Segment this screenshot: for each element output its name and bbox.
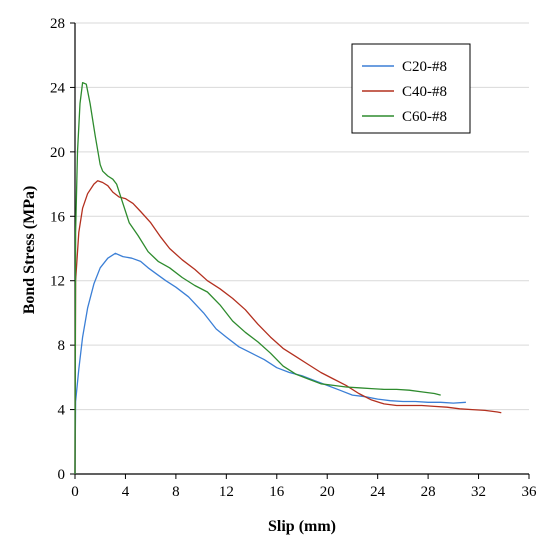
y-axis-title: Bond Stress (MPa) xyxy=(21,186,38,315)
series-line-2 xyxy=(74,180,502,475)
y-tick-label: 20 xyxy=(50,145,65,161)
y-tick-label: 8 xyxy=(58,338,66,354)
y-tick-label: 16 xyxy=(50,209,66,225)
y-tick-label: 28 xyxy=(50,16,65,32)
x-tick-label: 8 xyxy=(172,484,180,500)
series-lines xyxy=(74,81,502,475)
grid-lines xyxy=(75,22,529,411)
legend-label-2: C40-#8 xyxy=(402,84,447,100)
legend-box xyxy=(351,43,471,134)
legend: C20-#8 C40-#8 C60-#8 xyxy=(351,43,471,134)
x-tick-label: 36 xyxy=(522,484,538,500)
x-tick-label: 16 xyxy=(269,484,285,500)
y-tick-label: 12 xyxy=(50,274,65,290)
x-tick-label: 28 xyxy=(421,484,436,500)
x-axis-title: Slip (mm) xyxy=(268,518,336,535)
series-line-3 xyxy=(74,81,441,475)
x-tick-label: 4 xyxy=(122,484,130,500)
legend-label-1: C20-#8 xyxy=(402,59,447,75)
series-line-1 xyxy=(74,252,466,475)
x-tick-label: 24 xyxy=(370,484,386,500)
x-tick-label: 32 xyxy=(471,484,486,500)
y-tick-label: 24 xyxy=(50,80,66,96)
x-tick-label: 12 xyxy=(219,484,234,500)
x-tick-label: 20 xyxy=(320,484,335,500)
y-tick-label: 4 xyxy=(58,403,66,419)
tick-labels: 0 4 8 12 16 20 24 28 0 4 8 12 16 20 24 28 32 36 xyxy=(50,16,537,500)
x-tick-label: 0 xyxy=(71,484,79,500)
legend-label-3: C60-#8 xyxy=(402,109,447,125)
y-tick-label: 0 xyxy=(58,467,66,483)
